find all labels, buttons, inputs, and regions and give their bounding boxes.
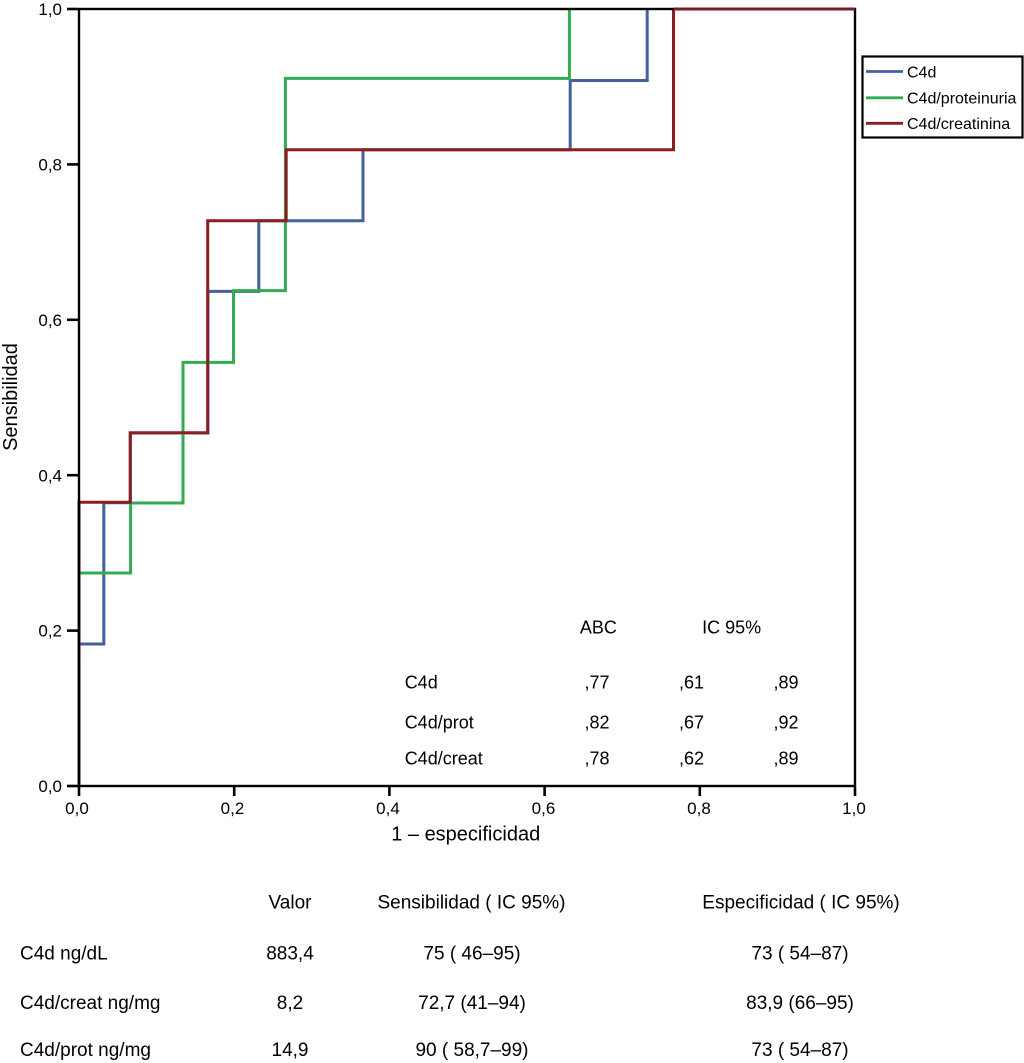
svg-text:,82: ,82 xyxy=(584,712,609,732)
svg-text:,78: ,78 xyxy=(584,749,609,769)
svg-text:83,9 (66–95): 83,9 (66–95) xyxy=(746,993,854,1014)
svg-text:,61: ,61 xyxy=(679,673,704,693)
svg-text:C4d ng/dL: C4d ng/dL xyxy=(20,944,108,965)
svg-text:C4d/creat: C4d/creat xyxy=(405,749,483,769)
svg-text:C4d: C4d xyxy=(907,64,936,81)
svg-text:IC 95%: IC 95% xyxy=(702,617,761,637)
svg-text:0,6: 0,6 xyxy=(38,311,62,330)
svg-text:,92: ,92 xyxy=(773,712,798,732)
svg-text:,89: ,89 xyxy=(773,749,798,769)
svg-text:,67: ,67 xyxy=(679,712,704,732)
svg-text:C4d: C4d xyxy=(405,673,438,693)
svg-text:C4d/creatinina: C4d/creatinina xyxy=(907,116,1010,133)
svg-text:ABC: ABC xyxy=(580,617,617,637)
svg-text:0,4: 0,4 xyxy=(38,466,62,485)
svg-text:,62: ,62 xyxy=(679,749,704,769)
svg-text:14,9: 14,9 xyxy=(272,1040,309,1061)
svg-text:,77: ,77 xyxy=(584,673,609,693)
svg-text:8,2: 8,2 xyxy=(277,993,303,1014)
svg-text:Sensibilidad ( IC 95%): Sensibilidad ( IC 95%) xyxy=(378,893,566,914)
svg-text:1,0: 1,0 xyxy=(38,0,62,19)
svg-text:C4d/prot: C4d/prot xyxy=(405,712,474,732)
svg-text:0,0: 0,0 xyxy=(38,777,62,796)
svg-text:C4d/prot ng/mg: C4d/prot ng/mg xyxy=(20,1040,151,1061)
svg-text:C4d/creat ng/mg: C4d/creat ng/mg xyxy=(20,993,160,1014)
svg-text:Sensibilidad: Sensibilidad xyxy=(0,343,22,451)
svg-text:C4d/proteinuria: C4d/proteinuria xyxy=(907,91,1017,108)
svg-text:72,7 (41–94): 72,7 (41–94) xyxy=(418,993,526,1014)
svg-text:883,4: 883,4 xyxy=(266,944,314,965)
svg-text:0,2: 0,2 xyxy=(38,622,62,641)
svg-text:73 ( 54–87): 73 ( 54–87) xyxy=(751,1040,848,1061)
svg-text:75 ( 46–95): 75 ( 46–95) xyxy=(423,944,520,965)
svg-text:73 ( 54–87): 73 ( 54–87) xyxy=(751,944,848,965)
svg-text:0,8: 0,8 xyxy=(687,799,711,818)
svg-text:0,2: 0,2 xyxy=(221,799,245,818)
svg-text:0,4: 0,4 xyxy=(376,799,400,818)
svg-text:1,0: 1,0 xyxy=(842,799,866,818)
svg-text:Especificidad ( IC 95%): Especificidad ( IC 95%) xyxy=(702,893,899,914)
svg-text:0,8: 0,8 xyxy=(38,156,62,175)
svg-text:,89: ,89 xyxy=(773,673,798,693)
svg-text:90 ( 58,7–99): 90 ( 58,7–99) xyxy=(415,1040,528,1061)
svg-text:1 – especificidad: 1 – especificidad xyxy=(391,824,540,846)
svg-text:0,6: 0,6 xyxy=(532,799,556,818)
svg-text:Valor: Valor xyxy=(269,893,313,914)
svg-text:0,0: 0,0 xyxy=(65,799,89,818)
